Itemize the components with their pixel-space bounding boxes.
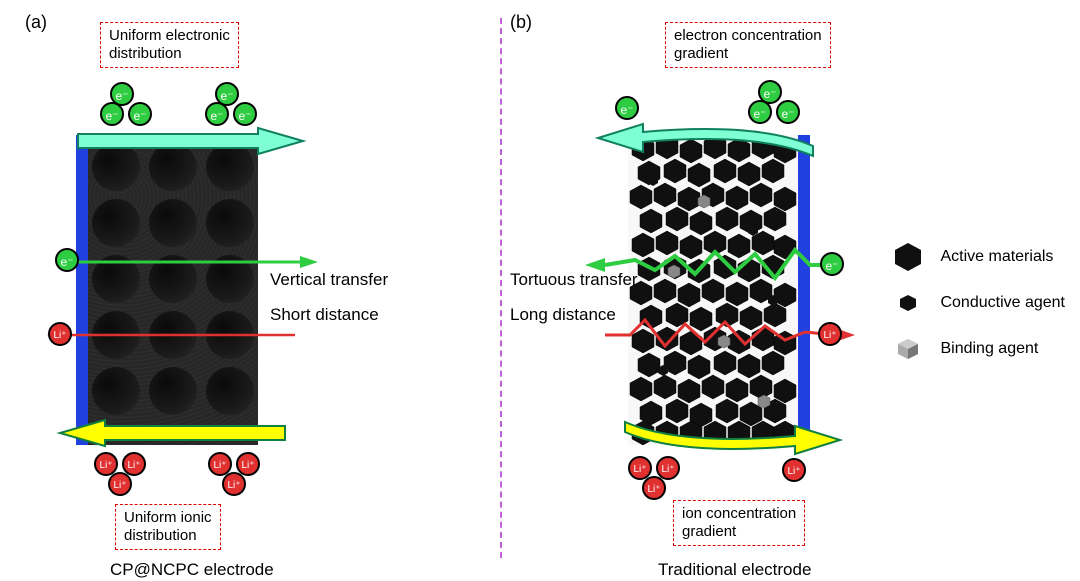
panel-b-side1: Tortuous transfer [510, 270, 638, 290]
panel-b-side2: Long distance [510, 305, 616, 325]
panel-b-mid-ion: Li⁺ [818, 322, 842, 346]
electron-icon: e⁻ [233, 102, 257, 126]
panel-a-bottom-arrow [50, 420, 290, 450]
electron-icon: e⁻ [205, 102, 229, 126]
legend-row: Binding agent [888, 335, 1065, 363]
panel-a-mid-ion: Li⁺ [48, 322, 72, 346]
hexagon-large-icon [888, 243, 928, 271]
panel-a-top-annotation: Uniform electronicdistribution [100, 22, 239, 68]
panel-b-caption: Traditional electrode [658, 560, 811, 580]
cube-gray-icon [888, 335, 928, 363]
panel-b-bottom-arrow [610, 418, 850, 463]
panel-b-mid-electron: e⁻ [820, 252, 844, 276]
panel-b-electrode [628, 135, 798, 445]
legend-row: Active materials [888, 243, 1065, 271]
panel-a-current-collector [76, 135, 88, 445]
electron-icon: e⁻ [615, 96, 639, 120]
panel-b-current-collector [798, 135, 810, 445]
panel-b-top-annotation: electron concentrationgradient [665, 22, 831, 68]
hexagon-small-icon [888, 289, 928, 317]
panel-a-top-arrow [78, 128, 308, 158]
legend-label: Active materials [940, 248, 1053, 266]
panel-a-green-path [70, 252, 320, 272]
electron-icon: e⁻ [100, 102, 124, 126]
panel-a-caption: CP@NCPC electrode [110, 560, 274, 580]
ion-icon: Li⁺ [108, 472, 132, 496]
ion-icon: Li⁺ [782, 458, 806, 482]
legend-label: Conductive agent [940, 294, 1065, 312]
panel-a-label: (a) [25, 12, 47, 33]
electron-icon: e⁻ [128, 102, 152, 126]
electron-icon: e⁻ [776, 100, 800, 124]
legend-row: Conductive agent [888, 289, 1065, 317]
panel-a-bottom-annotation: Uniform ionicdistribution [115, 504, 221, 550]
panel-a-red-path [45, 325, 295, 345]
legend: Active materials Conductive agent Bindin… [888, 225, 1065, 381]
electron-icon: e⁻ [748, 100, 772, 124]
panel-b-label: (b) [510, 12, 532, 33]
ion-icon: Li⁺ [222, 472, 246, 496]
panel-a-side2: Short distance [270, 305, 379, 325]
panel-a-mid-electron: e⁻ [55, 248, 79, 272]
panel-b-top-arrow [588, 118, 828, 163]
panel-a-side1: Vertical transfer [270, 270, 388, 290]
panel-a-electrode [88, 135, 258, 445]
legend-label: Binding agent [940, 340, 1038, 358]
ion-icon: Li⁺ [642, 476, 666, 500]
panel-b-bottom-annotation: ion concentrationgradient [673, 500, 805, 546]
panel-divider [500, 18, 502, 558]
